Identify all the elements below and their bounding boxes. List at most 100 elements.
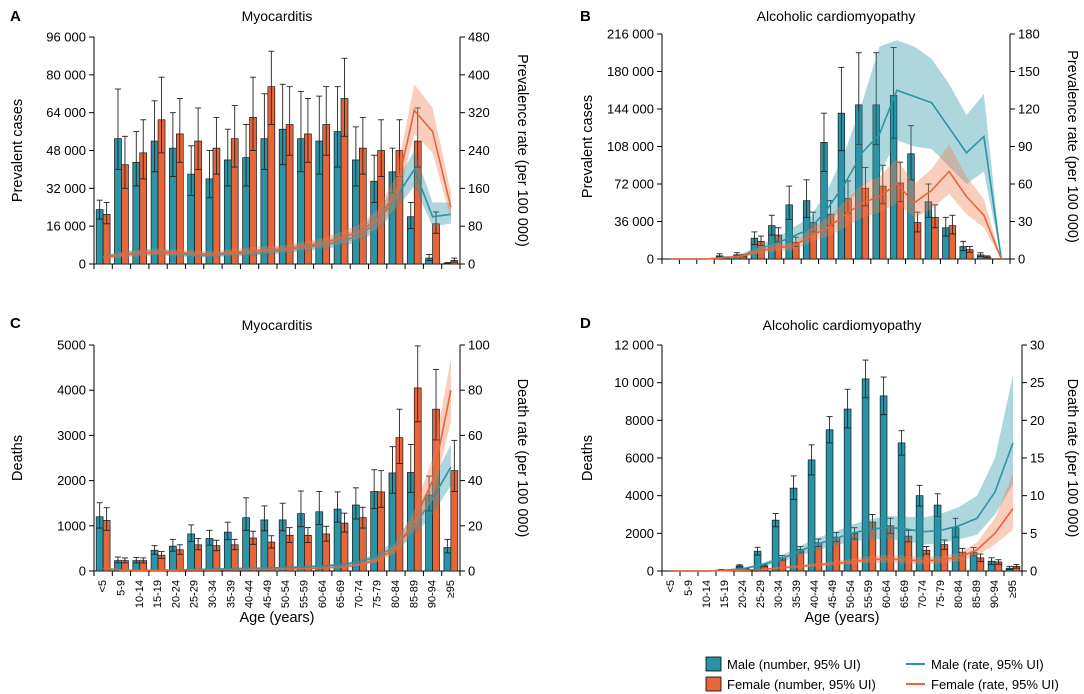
x-tick-label-80-84: 80-84: [390, 580, 402, 608]
bar-series-male: [95, 443, 452, 572]
bar-male-50-54: [843, 408, 852, 572]
panel-letter: B: [580, 8, 591, 25]
y-tick-label: 8000: [625, 413, 654, 428]
x-tick-label-75-79: 75-79: [372, 580, 384, 608]
y2-axis-title: Prevalence rate (per 100 000): [514, 54, 530, 247]
y2-tick-label: 100: [468, 338, 490, 353]
panels: A Myocarditis 0 16 000 32 000 48 000 64 000 80 …: [10, 8, 1080, 626]
rate-series-male: [671, 375, 1014, 572]
bar-male-40-44: [807, 459, 816, 572]
x-tick-label-85-89: 85-89: [408, 580, 420, 608]
y2-tick-label: 10: [1030, 488, 1044, 503]
rate-band-female: [670, 144, 1002, 259]
y-tick-label: 3000: [57, 428, 86, 443]
x-tick-label-35-39: 35-39: [791, 580, 803, 608]
x-tick-label-65-69: 65-69: [899, 580, 911, 608]
y-tick-label: 48 000: [46, 143, 86, 158]
rate-line-female: [103, 108, 452, 259]
rate-series-male: [103, 150, 452, 259]
x-tick-label-85-89: 85-89: [971, 580, 983, 608]
y-tick-label: 16 000: [46, 219, 86, 234]
y-tick-label: 36 000: [614, 214, 654, 229]
y2-tick-label: 40: [468, 473, 482, 488]
x-tick-label-60-64: 60-64: [881, 580, 893, 608]
x-tick-label-70-74: 70-74: [353, 580, 365, 608]
y2-tick-label: 150: [1018, 64, 1040, 79]
x-tick-label-15-19: 15-19: [719, 580, 731, 608]
bar-male-60-64: [879, 395, 888, 572]
x-tick-label-lt5: <5: [665, 580, 677, 593]
y-axis-title: Deaths: [10, 435, 26, 481]
y-tick-label: 0: [647, 252, 654, 267]
y2-tick-label: 80: [468, 219, 482, 234]
x-tick-label-10-14: 10-14: [134, 580, 146, 608]
y2-tick-label: 20: [1030, 413, 1044, 428]
y2-tick-label: 160: [468, 181, 490, 196]
legend-swatch-female-number: [705, 676, 722, 692]
bar-series-female: [724, 514, 1021, 572]
x-tick-label-55-59: 55-59: [863, 580, 875, 608]
y-tick-label: 0: [79, 257, 86, 272]
panel-d: D Alcoholic cardiomyopathy 0 2000 4000 6000 80…: [580, 315, 1080, 626]
bar-male-55-59: [861, 378, 870, 572]
x-tick-label-30-34: 30-34: [207, 580, 219, 608]
legend-swatch-male-number: [705, 656, 722, 672]
rate-line-female: [103, 390, 452, 572]
y2-tick-label: 5: [1030, 526, 1037, 541]
x-tick-label-35-39: 35-39: [225, 580, 237, 608]
y-tick-label: 64 000: [46, 105, 86, 120]
x-tick-label-20-24: 20-24: [170, 580, 182, 608]
y-tick-label: 32 000: [46, 181, 86, 196]
x-tick-label-5-9: 5-9: [683, 580, 695, 596]
x-tick-label-lt5: <5: [97, 580, 109, 593]
panel-a: A Myocarditis 0 16 000 32 000 48 000 64 000 80 …: [10, 8, 530, 272]
y-tick-label: 4000: [57, 383, 86, 398]
x-tick-label-70-74: 70-74: [917, 580, 929, 608]
legend-label-male-number: Male (number, 95% UI): [727, 657, 861, 672]
y2-tick-label: 15: [1030, 451, 1044, 466]
panel-title: Alcoholic cardiomyopathy: [763, 317, 922, 333]
x-tick-label-40-44: 40-44: [244, 580, 256, 608]
y-tick-label: 12 000: [614, 338, 654, 353]
panel-title: Myocarditis: [242, 8, 313, 24]
rate-series-female: [103, 358, 452, 572]
panel-c: C Myocarditis 0 1000 2000 3000 4000 5000 0 20 40 60…: [10, 315, 530, 626]
rate-series-female: [103, 84, 452, 260]
y-tick-label: 5000: [57, 338, 86, 353]
y-tick-label: 6000: [625, 451, 654, 466]
y2-tick-label: 30: [1018, 214, 1032, 229]
bar-series-female: [102, 50, 459, 265]
x-tick-label-75-79: 75-79: [935, 580, 947, 608]
y-tick-label: 2000: [625, 526, 654, 541]
y-tick-label: 10 000: [614, 375, 654, 390]
rate-series-female: [671, 473, 1014, 572]
y-tick-label: 2000: [57, 473, 86, 488]
x-tick-label-20-24: 20-24: [737, 580, 749, 608]
y2-tick-label: 60: [1018, 177, 1032, 192]
bar-male-65-69: [897, 442, 906, 572]
y2-tick-label: 25: [1030, 375, 1044, 390]
rate-line-male: [103, 167, 452, 258]
y2-tick-label: 0: [1030, 564, 1037, 579]
x-axis-title: Age (years): [240, 610, 315, 626]
legend-label-female-rate: Female (rate, 95% UI): [931, 677, 1059, 692]
y-tick-label: 0: [647, 564, 654, 579]
y2-axis-title: Death rate (per 100 000): [1064, 379, 1080, 538]
panel-title: Alcoholic cardiomyopathy: [757, 8, 916, 24]
y-axis-title: Prevalent cases: [580, 95, 596, 198]
x-tick-label-ge95: ≥95: [445, 580, 457, 598]
x-tick-label-50-54: 50-54: [845, 580, 857, 608]
x-tick-label-55-59: 55-59: [298, 580, 310, 608]
y-tick-label: 144 000: [607, 102, 654, 117]
y2-tick-label: 180: [1018, 27, 1040, 42]
panel-letter: C: [10, 315, 21, 332]
rate-band-male: [671, 375, 1013, 571]
x-tick-label-25-29: 25-29: [189, 580, 201, 608]
x-tick-label-45-49: 45-49: [262, 580, 274, 608]
y2-axis-title: Prevalence rate (per 100 000): [1064, 50, 1080, 243]
y-tick-label: 1000: [57, 518, 86, 533]
x-tick-label-65-69: 65-69: [335, 580, 347, 608]
y2-tick-label: 0: [468, 257, 475, 272]
y2-tick-label: 60: [468, 428, 482, 443]
x-tick-label-25-29: 25-29: [755, 580, 767, 608]
